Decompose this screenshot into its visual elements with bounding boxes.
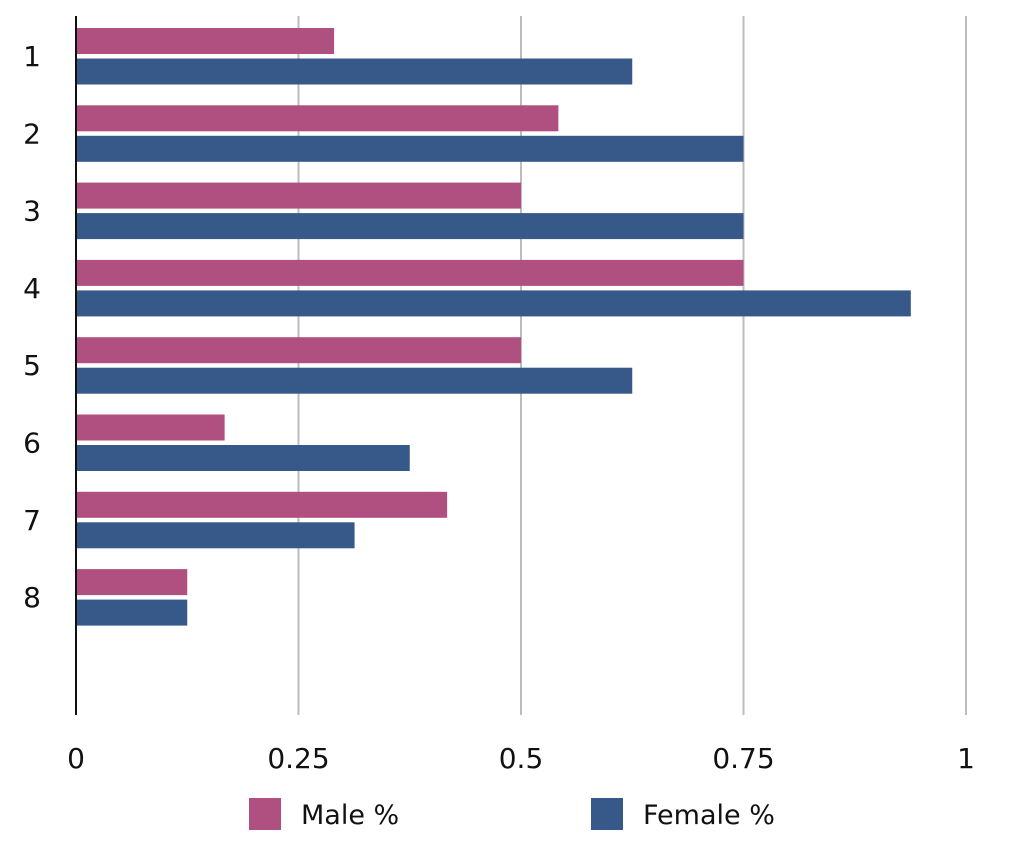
bar-female-4 — [77, 290, 911, 317]
legend: Male % Female % — [249, 798, 775, 831]
bar-female-3 — [77, 213, 744, 240]
y-tick-label-4: 4 — [23, 272, 41, 305]
bar-male-3 — [77, 182, 521, 209]
bar-male-8 — [77, 569, 188, 596]
x-tick-label-0.75: 0.75 — [712, 742, 774, 775]
bar-male-1 — [77, 28, 335, 54]
x-tick-label-0.5: 0.5 — [499, 742, 544, 775]
bar-female-6 — [77, 445, 410, 471]
x-tick-label-0: 0 — [67, 742, 85, 775]
bar-female-5 — [77, 367, 633, 394]
y-tick-label-1: 1 — [23, 40, 41, 73]
y-tick-label-3: 3 — [23, 195, 41, 228]
x-tick-label-1: 1 — [957, 742, 975, 775]
bars — [77, 28, 911, 626]
x-axis-labels: 0 0.25 0.5 0.75 1 — [67, 742, 975, 775]
bar-male-2 — [77, 105, 559, 132]
legend-label-male: Male % — [301, 800, 399, 831]
y-tick-label-7: 7 — [23, 504, 41, 537]
x-tick-label-0.25: 0.25 — [267, 742, 329, 775]
legend-swatch-male — [249, 798, 281, 830]
y-tick-label-2: 2 — [23, 117, 41, 150]
bar-male-6 — [77, 414, 225, 441]
y-tick-label-6: 6 — [23, 427, 41, 460]
bar-female-1 — [77, 58, 633, 85]
y-axis-labels: 1 2 3 4 5 6 7 8 — [23, 40, 41, 614]
bar-male-4 — [77, 259, 744, 286]
y-tick-label-5: 5 — [23, 349, 41, 382]
legend-label-female: Female % — [643, 800, 775, 831]
bar-male-5 — [77, 337, 521, 364]
gridlines — [297, 16, 967, 715]
bar-female-7 — [77, 522, 355, 549]
bar-female-2 — [77, 135, 744, 162]
legend-swatch-female — [591, 798, 623, 830]
y-tick-label-8: 8 — [23, 581, 41, 614]
bar-male-7 — [77, 491, 448, 518]
bar-female-8 — [77, 599, 188, 626]
